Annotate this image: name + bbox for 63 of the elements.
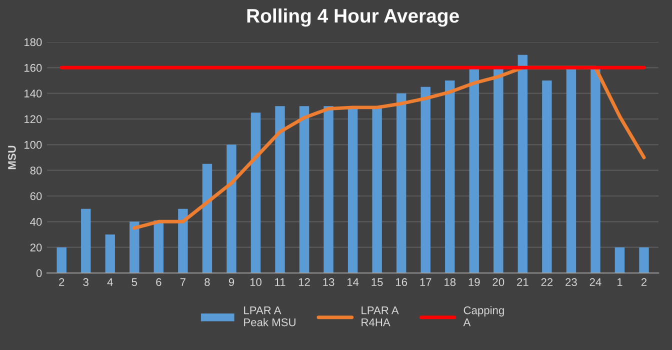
x-tick-label: 5 <box>132 278 138 286</box>
x-tick-label: 18 <box>444 278 456 286</box>
y-tick-label: 180 <box>24 38 42 46</box>
x-tick-label: 21 <box>517 278 528 286</box>
y-tick-label: 0 <box>36 269 42 278</box>
bar <box>566 68 576 273</box>
x-tick-label: 7 <box>180 278 186 286</box>
bar <box>542 80 552 273</box>
y-tick-label: 20 <box>30 244 42 252</box>
x-tick-label: 15 <box>372 278 383 286</box>
legend-label: Capping A <box>463 306 504 326</box>
bar <box>275 106 285 273</box>
y-axis-title: MSU <box>8 146 16 170</box>
bar <box>154 220 164 273</box>
x-tick-label: 17 <box>420 278 432 286</box>
x-tick-label: 13 <box>323 278 334 286</box>
y-tick-label: 80 <box>30 166 42 174</box>
x-tick-label: 19 <box>468 278 480 286</box>
bar <box>56 247 66 273</box>
y-tick-label: 100 <box>24 140 42 149</box>
bar <box>299 106 310 273</box>
y-tick-label: 60 <box>30 192 42 200</box>
legend-label: LPAR A Peak MSU <box>244 306 296 326</box>
bar <box>518 54 528 273</box>
bar <box>81 208 91 273</box>
bar <box>178 208 188 273</box>
y-tick-label: 140 <box>24 90 42 98</box>
bar <box>590 68 600 273</box>
x-tick-label: 24 <box>590 278 602 286</box>
bar <box>396 93 406 273</box>
legend-label: LPAR A R4HA <box>362 306 399 326</box>
bar <box>202 164 212 273</box>
x-tick-label: 22 <box>541 278 553 286</box>
y-tick-label: 160 <box>24 64 42 72</box>
bar <box>639 247 649 273</box>
x-tick-label: 16 <box>396 278 408 286</box>
y-tick-label: 40 <box>30 218 42 226</box>
x-tick-label: 4 <box>107 278 113 286</box>
x-tick-label: 11 <box>275 278 286 286</box>
x-tick-label: 23 <box>566 278 577 286</box>
x-tick-label: 20 <box>492 278 504 286</box>
x-tick-label: 12 <box>298 278 310 286</box>
x-tick-label: 8 <box>204 278 210 286</box>
x-tick-label: 2 <box>641 278 647 286</box>
bar <box>469 68 479 273</box>
x-tick-label: 6 <box>156 278 162 286</box>
x-tick-label: 3 <box>83 278 88 286</box>
bar <box>324 106 334 273</box>
chart-title: Rolling 4 Hour Average <box>247 8 459 27</box>
x-tick-label: 10 <box>250 278 262 286</box>
bar <box>494 68 504 273</box>
y-tick-label: 120 <box>24 115 42 124</box>
bar <box>130 222 140 273</box>
bar <box>614 247 625 273</box>
bar <box>226 144 236 273</box>
bar <box>445 80 455 273</box>
x-tick-label: 9 <box>228 278 234 286</box>
x-tick-label: 2 <box>59 278 64 286</box>
x-tick-label: 14 <box>347 278 359 286</box>
x-tick-label: 1 <box>617 278 622 286</box>
bar <box>420 86 430 273</box>
bar <box>105 234 115 273</box>
bar <box>250 112 261 273</box>
